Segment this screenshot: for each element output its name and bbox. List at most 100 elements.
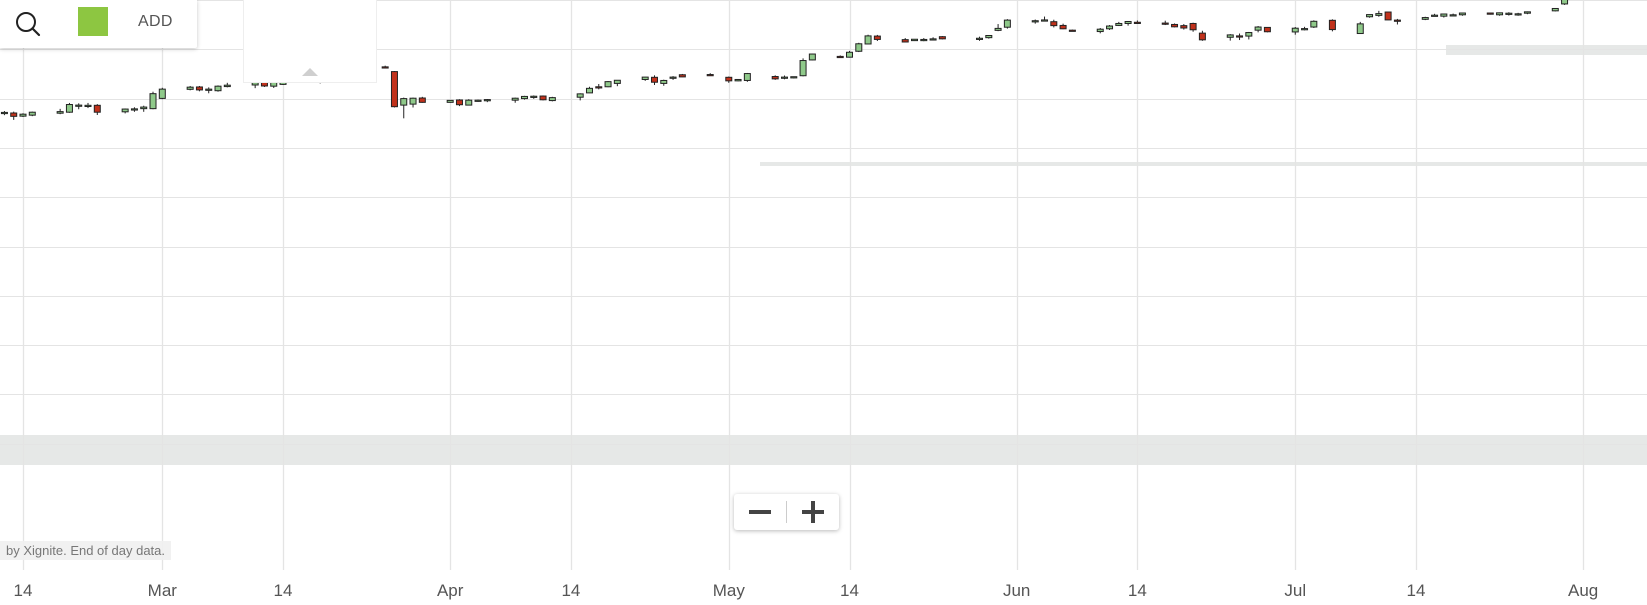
series-color-swatch[interactable] — [78, 7, 108, 36]
candle — [530, 95, 538, 99]
candle — [195, 85, 203, 92]
chart-toolbar: ADD — [0, 0, 197, 48]
candle — [1505, 12, 1513, 16]
candle-body-down — [771, 76, 779, 80]
candle — [1133, 20, 1141, 24]
candle — [855, 42, 863, 53]
x-tick-label: Aug — [1568, 581, 1598, 600]
candle — [1421, 16, 1429, 21]
candle — [613, 79, 621, 87]
candle — [390, 70, 398, 108]
candle — [1171, 23, 1179, 28]
candle-body-up — [855, 43, 863, 52]
candle-body-up — [1124, 20, 1132, 24]
candle — [1161, 20, 1169, 26]
search-button[interactable] — [10, 8, 44, 40]
candle-body-down — [539, 95, 547, 101]
x-tick-label: 14 — [561, 581, 580, 600]
candle-body-down — [706, 74, 714, 77]
candle — [1115, 21, 1123, 27]
candle-body-up — [613, 79, 621, 84]
candle-body-down — [381, 66, 389, 69]
candle — [214, 85, 222, 92]
zoom-in-button[interactable] — [787, 494, 839, 530]
candle-body-up — [56, 111, 64, 114]
candle — [1180, 24, 1188, 30]
candle-body-down — [418, 97, 426, 103]
candle — [418, 96, 426, 103]
candle-body-up — [1301, 28, 1309, 31]
candle — [1486, 12, 1494, 15]
candle — [186, 85, 194, 91]
candle-body-up — [84, 104, 92, 108]
candle-body-up — [1310, 20, 1318, 28]
candle-body-down — [725, 76, 733, 82]
candle-body-down — [1133, 21, 1141, 24]
candle-body-down — [650, 76, 658, 83]
candle-body-up — [846, 51, 854, 58]
candle-body-down — [1393, 19, 1401, 22]
candle — [799, 58, 807, 77]
candle-body-up — [158, 88, 166, 99]
add-button[interactable]: ADD — [134, 8, 177, 36]
candle-body-up — [1431, 14, 1439, 17]
candle — [780, 75, 788, 80]
candle-body-up — [1106, 25, 1114, 30]
candle — [1449, 13, 1457, 17]
candle-body-up — [1440, 13, 1448, 17]
candle-body-up — [780, 76, 788, 79]
candle — [158, 87, 166, 100]
candle-body-up — [1551, 7, 1559, 12]
candle-body-up — [1254, 26, 1262, 31]
candle — [223, 82, 231, 88]
candle-body-up — [1366, 14, 1374, 18]
candle — [1050, 19, 1058, 28]
candle-body-up — [1003, 19, 1011, 28]
candle-body-up — [548, 97, 556, 102]
candle-body-up — [985, 34, 993, 39]
candle — [1068, 29, 1076, 32]
candle-body-down — [1384, 11, 1392, 21]
candle — [743, 72, 751, 82]
collapse-panel-tab[interactable] — [243, 0, 377, 83]
candle-body-up — [660, 79, 668, 84]
candle-body-down — [938, 36, 946, 40]
candle-body-down — [1161, 22, 1169, 25]
candle — [1236, 33, 1244, 41]
candle — [511, 97, 519, 103]
candle-body-up — [1458, 12, 1466, 16]
candle-body-up — [1245, 32, 1253, 37]
candle — [1124, 20, 1132, 26]
candle — [604, 81, 612, 88]
candle-body-up — [911, 38, 919, 42]
candle — [1096, 28, 1104, 34]
candle-body-down — [873, 35, 881, 40]
candle-body-up — [920, 38, 928, 42]
candle — [864, 34, 872, 45]
candle-body-up — [1375, 13, 1383, 16]
x-axis-tick-labels: 14 Mar 14 Apr 14 May 14 Jun 14 Jul 14 Aug — [14, 581, 1599, 600]
candle — [706, 73, 714, 77]
lower-band — [0, 435, 1647, 465]
candle-body-down — [1059, 24, 1067, 30]
candle — [1523, 11, 1531, 15]
candle-body-up — [1561, 0, 1569, 5]
candle-body-up — [186, 86, 194, 90]
candle — [75, 103, 83, 110]
x-tick-label: Jun — [1003, 581, 1030, 600]
candle-body-up — [214, 85, 222, 92]
candle — [483, 98, 491, 103]
candle-body-up — [149, 93, 157, 110]
candle — [1263, 26, 1271, 33]
zoom-out-button[interactable] — [734, 494, 786, 530]
candle — [1328, 19, 1336, 32]
candle — [1375, 10, 1383, 17]
highlight-bands — [0, 45, 1647, 465]
candle — [734, 78, 742, 82]
candle-body-down — [901, 39, 909, 43]
candle — [455, 99, 463, 107]
candle — [929, 37, 937, 41]
candle-body-up — [446, 99, 454, 103]
candle — [641, 76, 649, 81]
